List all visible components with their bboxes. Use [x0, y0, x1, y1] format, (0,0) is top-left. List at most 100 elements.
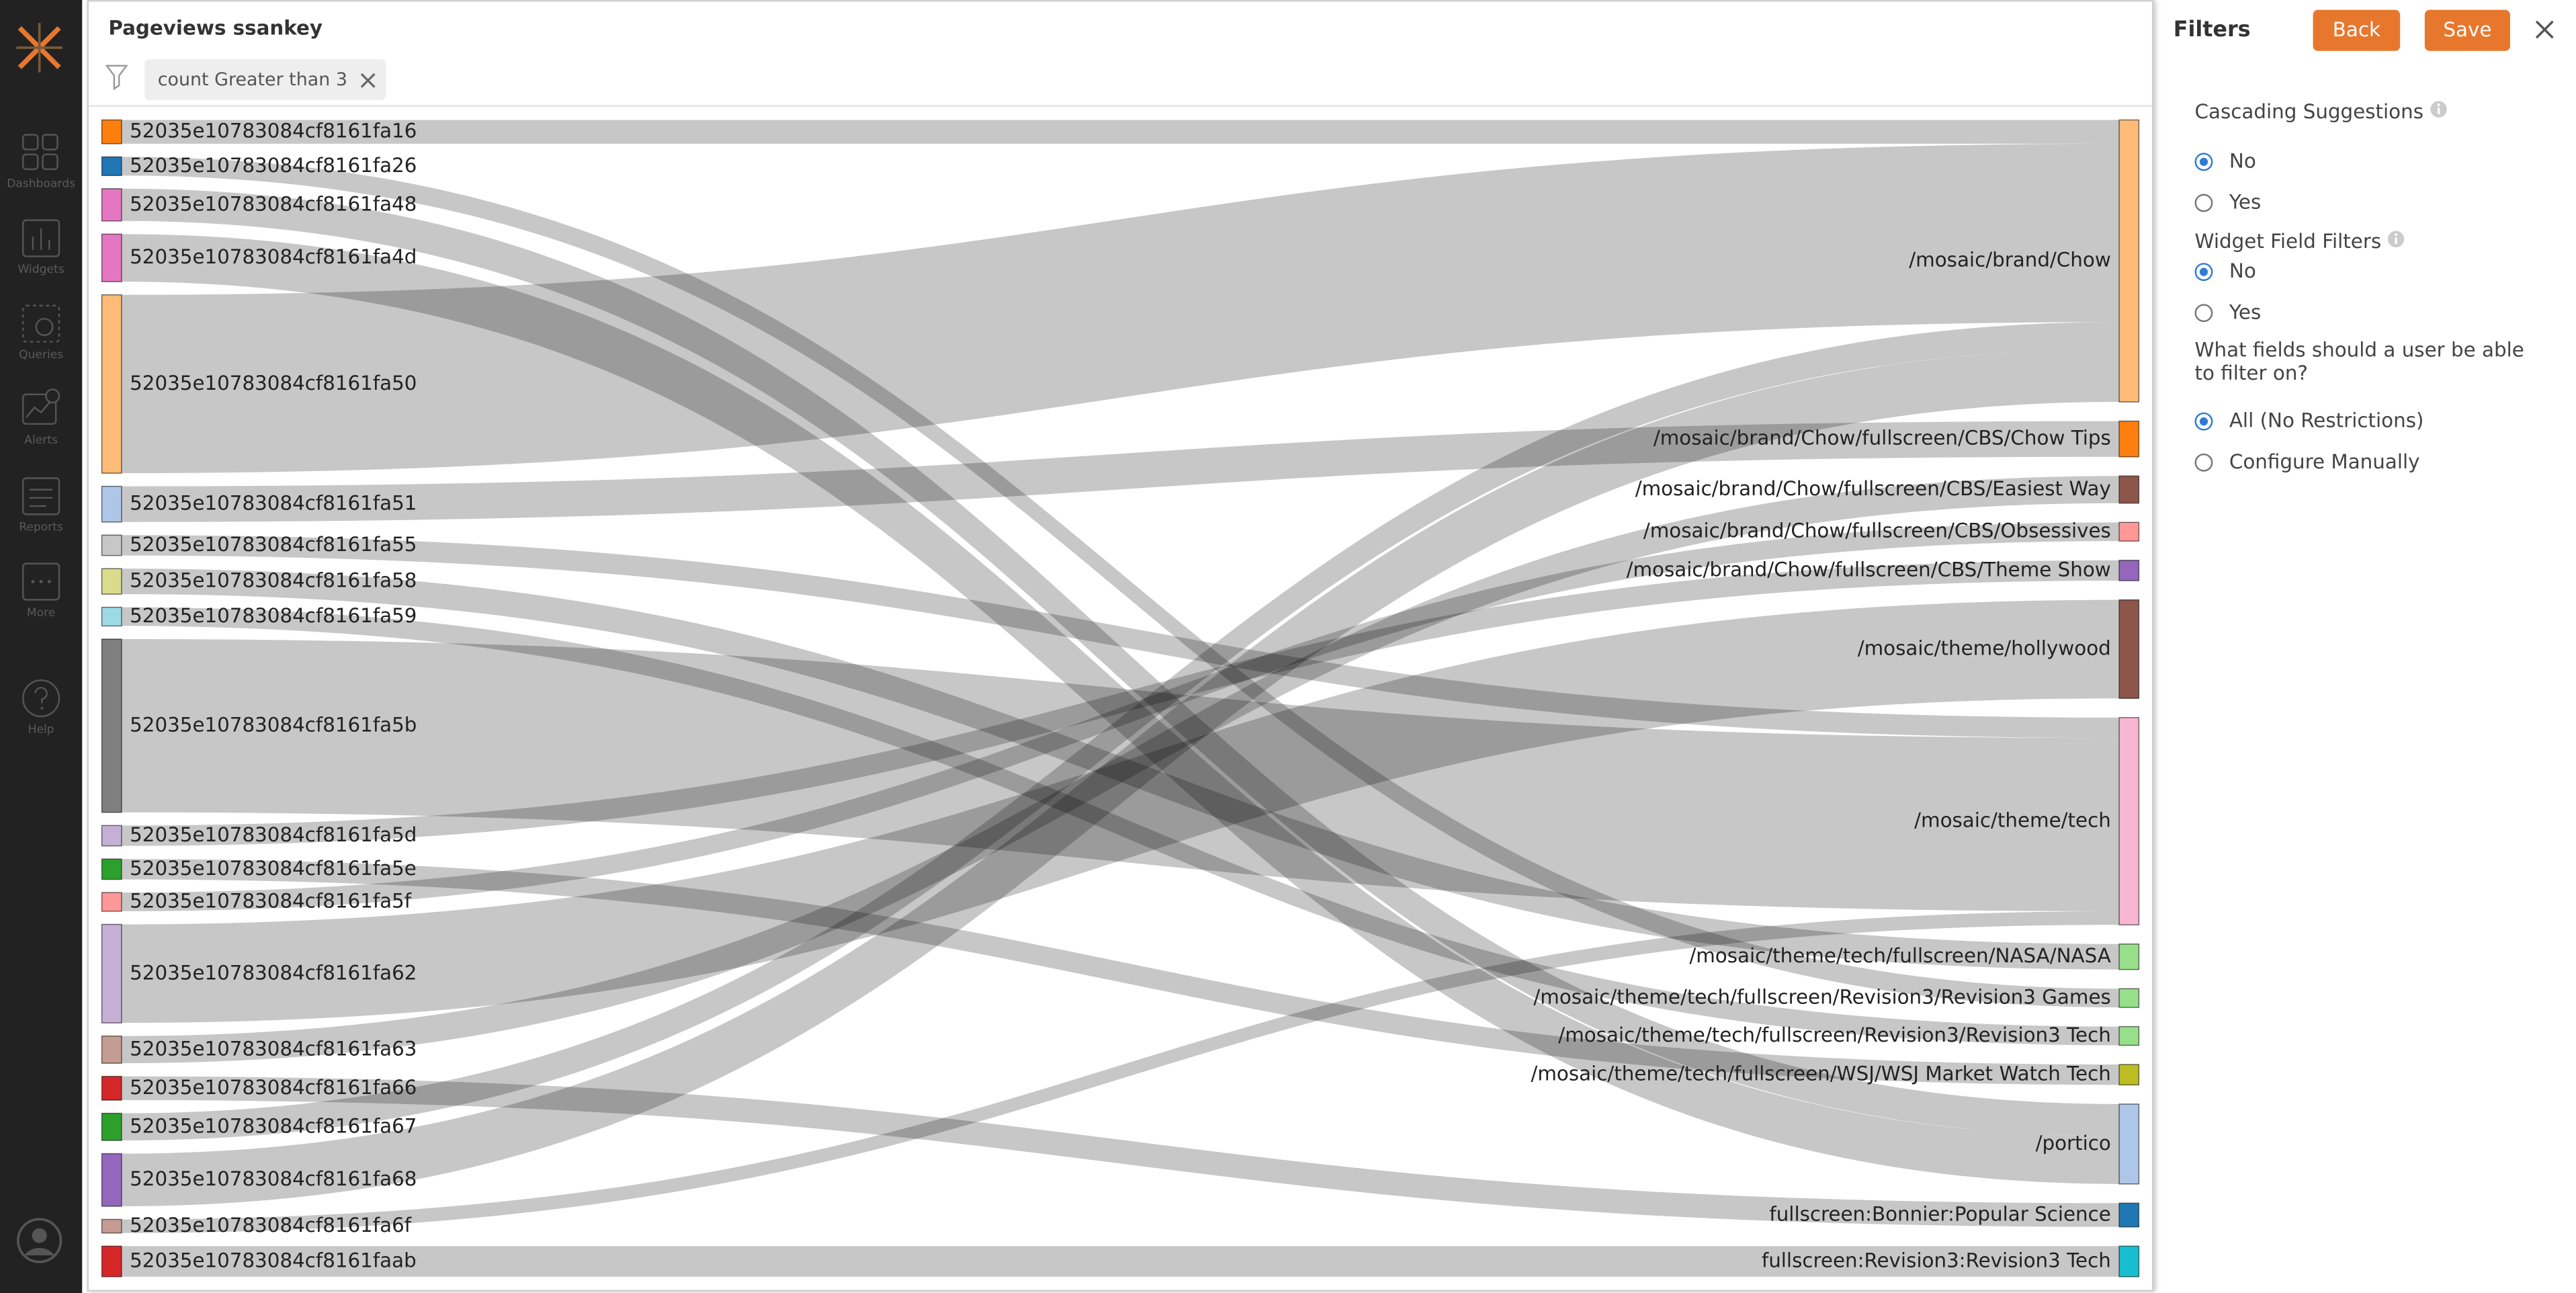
sankey-node	[101, 1075, 122, 1101]
node-label: 52035e10783084cf8161fa51	[130, 492, 417, 515]
sankey-node	[101, 1218, 122, 1234]
close-button[interactable]	[2535, 19, 2554, 39]
nav-item[interactable]: Queries	[0, 302, 82, 362]
filter-icon[interactable]	[105, 64, 128, 91]
sankey-link	[121, 522, 2120, 911]
chip-remove[interactable]	[361, 73, 377, 89]
sankey-node	[2118, 522, 2140, 542]
nav-label: Help	[28, 722, 54, 737]
sankey-node	[2118, 420, 2140, 458]
node-label: 52035e10783084cf8161fa66	[130, 1076, 417, 1099]
nav-item[interactable]: Dashboards	[0, 132, 82, 191]
radio-dot	[2194, 194, 2213, 212]
nav-item[interactable]: Alerts	[0, 388, 82, 447]
sankey-link	[121, 607, 2120, 1046]
sankey-node	[2118, 119, 2140, 403]
sankey-node	[2118, 943, 2140, 970]
node-label: 52035e10783084cf8161fa5f	[130, 890, 412, 913]
sankey-link	[121, 476, 2120, 1064]
sankey-node	[2118, 1202, 2140, 1228]
icon	[22, 304, 60, 343]
nav-item[interactable]: Widgets	[0, 217, 82, 276]
option-label: All (No Restrictions)	[2229, 409, 2424, 433]
sankey-link	[121, 157, 2120, 1008]
node-label: 52035e10783084cf8161fa5b	[130, 713, 417, 736]
info-icon[interactable]	[2430, 100, 2448, 118]
option-label: No	[2229, 149, 2256, 173]
node-label: fullscreen:Revision3:Revision3 Tech	[1762, 1249, 2111, 1272]
node-label: fullscreen:Bonnier:Popular Science	[1769, 1202, 2110, 1225]
sankey-node	[101, 1153, 122, 1207]
field-label: What fields should a user be able to fil…	[2194, 338, 2524, 385]
divider	[89, 105, 2152, 107]
sankey-node	[101, 892, 122, 912]
node-label: 52035e10783084cf8161fa48	[130, 192, 417, 215]
sankey-node	[101, 923, 122, 1024]
icon	[22, 562, 60, 601]
radio-dot	[2194, 304, 2213, 323]
nav-label: Dashboards	[7, 177, 76, 191]
sankey-link	[121, 188, 2120, 1136]
radio-dot	[2194, 263, 2213, 282]
option-label: Configure Manually	[2229, 450, 2420, 474]
filters-panel: Filters Back Save Cascading Suggestions …	[2161, 0, 2576, 1293]
nav-label: Widgets	[17, 263, 65, 276]
sankey-link	[121, 322, 2120, 1141]
node-label: 52035e10783084cf8161fa5e	[130, 857, 417, 880]
field-label: Widget Field Filters	[2195, 230, 2406, 253]
sankey-node	[101, 1245, 122, 1278]
node-label: /mosaic/theme/tech/fullscreen/NASA/NASA	[1689, 944, 2110, 967]
sankey-node	[101, 638, 122, 813]
icon	[22, 134, 58, 171]
save-button[interactable]: Save	[2424, 9, 2510, 51]
sankey-node	[101, 606, 122, 627]
label-text: Widget Field Filters	[2194, 230, 2382, 253]
option-label: Yes	[2229, 300, 2262, 324]
filter-chip[interactable]: count Greater than 3	[144, 59, 387, 101]
sankey-link	[121, 421, 2120, 522]
label-text: Cascading Suggestions	[2194, 100, 2424, 124]
node-label: 52035e10783084cf8161fa67	[130, 1114, 417, 1137]
sankey-link	[121, 911, 2120, 1233]
panel-title: Filters	[2173, 17, 2251, 43]
node-label: /mosaic/brand/Chow/fullscreen/CBS/Theme …	[1627, 558, 2111, 581]
sankey-node	[2118, 1064, 2140, 1086]
node-label: /mosaic/theme/tech/fullscreen/Revision3/…	[1533, 986, 2110, 1009]
sankey-link	[121, 535, 2120, 739]
node-label: /mosaic/brand/Chow/fullscreen/CBS/Chow T…	[1654, 427, 2111, 450]
sankey-link	[121, 234, 2120, 1184]
radio-dot	[2194, 453, 2213, 472]
sankey-node	[101, 294, 122, 474]
nav-label: More	[26, 606, 56, 620]
nav-item[interactable]: Reports	[0, 475, 82, 534]
user-avatar[interactable]	[15, 1216, 64, 1265]
sankey-node	[101, 825, 122, 847]
sankey-node	[2118, 475, 2140, 504]
widget-title: Pageviews ssankey	[108, 16, 323, 40]
node-label: /mosaic/theme/hollywood	[1858, 636, 2111, 659]
sankey-node	[2118, 988, 2140, 1008]
back-button[interactable]: Back	[2313, 9, 2401, 51]
filter-chip-label: count Greater than 3	[157, 69, 347, 91]
nav-item[interactable]: Help	[0, 677, 82, 736]
sankey-link	[121, 120, 2120, 144]
sankey-node	[2118, 599, 2140, 699]
sankey-node	[2118, 1103, 2140, 1185]
sankey-link	[121, 1076, 2120, 1227]
sankey-link	[121, 1246, 2120, 1277]
sankey-node	[101, 188, 122, 222]
icon	[22, 219, 60, 257]
sankey-node	[101, 1112, 122, 1141]
icon	[22, 388, 60, 425]
sankey-node	[101, 119, 122, 144]
info-icon[interactable]	[2388, 230, 2406, 248]
radio-dot	[2194, 412, 2213, 431]
node-label: 52035e10783084cf8161fa4d	[130, 245, 417, 268]
sankey-node	[2118, 559, 2140, 581]
node-label: 52035e10783084cf8161fa63	[130, 1037, 417, 1060]
node-label: /mosaic/brand/Chow	[1909, 249, 2111, 272]
sankey-chart: 52035e10783084cf8161fa16 52035e10783084cf…	[101, 119, 2140, 1278]
nav-item[interactable]: More	[0, 560, 82, 620]
